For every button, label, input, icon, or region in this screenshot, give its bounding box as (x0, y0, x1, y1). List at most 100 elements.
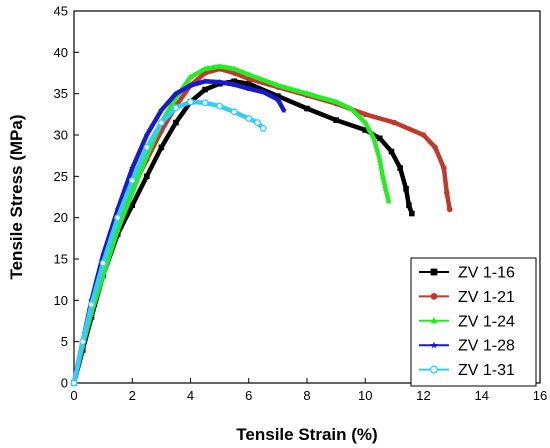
data-point (216, 78, 223, 85)
data-point (144, 152, 150, 158)
data-point (173, 119, 179, 126)
data-point (70, 379, 78, 387)
data-point (99, 251, 107, 258)
data-point (129, 189, 136, 196)
data-point (259, 124, 267, 132)
data-point (231, 65, 237, 72)
data-point (388, 148, 395, 155)
data-point (187, 73, 194, 80)
data-point (379, 173, 386, 179)
data-point (128, 177, 136, 184)
data-point (187, 98, 194, 106)
legend-label: ZV 1-16 (458, 265, 515, 282)
data-point (158, 144, 165, 151)
data-point (385, 197, 392, 204)
data-point (143, 143, 151, 151)
data-point (406, 202, 412, 209)
data-point (245, 85, 252, 92)
data-point (187, 82, 194, 89)
data-point (347, 105, 354, 111)
y-tick-label: 25 (54, 169, 68, 184)
data-point (377, 156, 383, 163)
legend-item: ZV 1-28 (419, 338, 515, 355)
data-point (382, 185, 389, 191)
data-point (245, 80, 252, 87)
data-point (362, 127, 369, 133)
data-point (333, 117, 339, 123)
y-tick-label: 15 (54, 252, 68, 267)
data-point (274, 96, 282, 103)
data-point (114, 226, 121, 233)
x-tick-label: 16 (533, 388, 547, 403)
x-tick-label: 6 (245, 388, 252, 403)
series-5 (70, 98, 267, 387)
data-point (99, 259, 107, 267)
data-point (245, 71, 252, 77)
x-tick-label: 8 (303, 388, 310, 403)
legend-marker (430, 316, 438, 324)
data-point (446, 206, 453, 213)
series-line (71, 64, 391, 386)
data-point (201, 77, 209, 85)
data-point (157, 119, 165, 127)
data-point (114, 206, 121, 213)
legend-marker (429, 365, 439, 374)
data-point (230, 81, 238, 88)
data-point (88, 301, 95, 308)
data-point (144, 173, 150, 180)
data-point (333, 98, 339, 105)
y-tick-label: 35 (54, 86, 68, 101)
data-point (403, 185, 409, 192)
legend-marker (430, 293, 438, 300)
data-point (129, 164, 136, 171)
data-point (432, 144, 438, 151)
data-point (216, 102, 224, 110)
data-point (129, 202, 136, 209)
legend-item: ZV 1-16 (419, 265, 515, 282)
data-point (409, 210, 415, 217)
legend-marker (430, 341, 438, 349)
data-point (397, 165, 403, 171)
legend-item: ZV 1-21 (419, 289, 515, 306)
data-point (280, 106, 287, 113)
data-point (420, 132, 427, 138)
x-tick-label: 10 (358, 388, 372, 403)
data-point (201, 99, 209, 107)
data-point (275, 82, 281, 88)
legend: ZV 1-16 ZV 1-21 ZV 1-24 ZV 1-28 ZV 1-31 (410, 257, 537, 387)
legend-label: ZV 1-31 (458, 362, 515, 379)
data-point (202, 65, 208, 72)
legend-marker (430, 268, 438, 276)
data-point (391, 119, 398, 126)
y-tick-label: 0 (61, 376, 68, 391)
data-point (444, 190, 450, 196)
data-point (362, 111, 369, 118)
x-tick-label: 2 (129, 388, 136, 403)
x-tick-label: 4 (187, 388, 194, 403)
y-tick-label: 20 (54, 210, 68, 225)
legend-item: ZV 1-24 (419, 313, 515, 330)
data-point (362, 119, 369, 125)
data-point (377, 135, 383, 142)
data-point (230, 108, 238, 116)
x-tick-label: 14 (475, 388, 489, 403)
data-point (245, 115, 253, 122)
legend-label: ZV 1-24 (458, 313, 515, 330)
y-tick-label: 40 (54, 45, 68, 60)
data-point (304, 90, 310, 96)
data-point (202, 86, 208, 93)
data-point (158, 106, 165, 113)
y-tick-label: 5 (61, 334, 68, 349)
y-tick-label: 30 (54, 128, 68, 143)
x-tick-label: 0 (70, 388, 77, 403)
legend-item: ZV 1-31 (419, 362, 515, 379)
data-point (441, 165, 447, 171)
data-point (143, 131, 151, 138)
y-axis-title: Tensile Stress (MPa) (7, 114, 26, 279)
data-point (371, 135, 377, 142)
data-point (114, 214, 122, 222)
y-tick-label: 10 (54, 293, 68, 308)
data-point (100, 272, 106, 278)
data-point (172, 90, 180, 97)
